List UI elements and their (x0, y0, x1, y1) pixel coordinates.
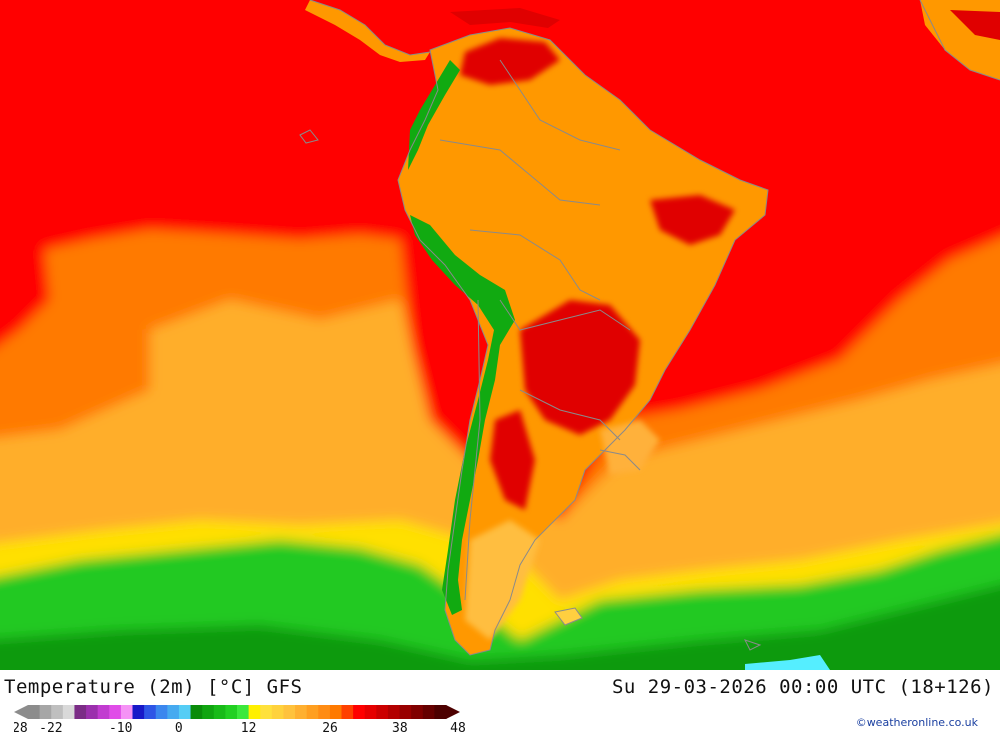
legend-swatch (97, 705, 110, 719)
legend-swatch (248, 705, 261, 719)
legend-swatch (283, 705, 296, 719)
map-footer (0, 670, 1000, 733)
legend-swatch (341, 705, 354, 719)
legend-swatch (62, 705, 75, 719)
legend-swatch (86, 705, 99, 719)
legend-swatch (213, 705, 226, 719)
legend-swatch (190, 705, 203, 719)
legend-swatch (422, 705, 435, 719)
legend-swatch (225, 705, 238, 719)
patagonia-hot-zone (490, 410, 535, 510)
legend-swatch (155, 705, 168, 719)
legend-swatch (28, 705, 41, 719)
legend-swatch (306, 705, 319, 719)
uruguay-warm-zone (600, 420, 660, 475)
legend-swatches (14, 705, 460, 719)
legend-swatch (39, 705, 52, 719)
andes-cold-ridge (410, 215, 515, 615)
temperature-legend: -28 -22 -10 0 12 26 38 48 (14, 705, 466, 733)
antarctic-ice (745, 655, 830, 670)
legend-swatch (387, 705, 401, 719)
legend-tick-label: 38 (392, 721, 408, 733)
legend-tick-label: -28 (14, 721, 28, 733)
forecast-datetime: Su 29-03-2026 00:00 UTC (18+126) (611, 676, 994, 698)
legend-labels: -28 -22 -10 0 12 26 38 48 (14, 721, 466, 733)
country-borders (299, 0, 1000, 656)
temperature-map (0, 0, 1000, 670)
legend-tick-label: 12 (241, 721, 257, 733)
legend-swatch (434, 705, 447, 719)
legend-arrow-low (14, 705, 28, 719)
northern-andes-ridge (408, 60, 460, 170)
north-hot-zone (460, 38, 560, 85)
legend-swatch (329, 705, 342, 719)
legend-swatch (109, 705, 122, 719)
legend-tick-label: -22 (39, 721, 62, 733)
legend-swatch (260, 705, 273, 719)
legend-tick-label: -10 (109, 721, 132, 733)
legend-swatch (353, 705, 366, 719)
patagonia-mild-zone (465, 520, 540, 640)
legend-tick-label: 48 (450, 721, 466, 733)
brazil-hot-zone (650, 195, 735, 245)
legend-swatch (74, 705, 87, 719)
map-title: Temperature (2m) [°C] GFS (4, 676, 303, 698)
legend-tick-label: 0 (175, 721, 183, 733)
legend-swatch (144, 705, 157, 719)
legend-swatch (295, 705, 308, 719)
legend-swatch (202, 705, 215, 719)
legend-arrow-high (446, 705, 460, 719)
legend-swatch (167, 705, 180, 719)
legend-tick-label: 26 (322, 721, 338, 733)
legend-swatch (376, 705, 389, 719)
legend-swatch (178, 705, 192, 719)
legend-swatch (237, 705, 250, 719)
ocean-band-frigid (0, 585, 1000, 670)
legend-swatch (132, 705, 145, 719)
legend-swatch (399, 705, 412, 719)
legend-swatch (271, 705, 284, 719)
legend-swatch (411, 705, 424, 719)
legend-swatch (364, 705, 377, 719)
legend-swatch (318, 705, 331, 719)
credit-link[interactable]: ©weatheronline.co.uk (855, 716, 978, 729)
legend-swatch (120, 705, 133, 719)
central-america (305, 0, 1000, 80)
legend-swatch (51, 705, 64, 719)
south-america-land (398, 28, 768, 655)
chaco-hot-zone (520, 300, 640, 435)
